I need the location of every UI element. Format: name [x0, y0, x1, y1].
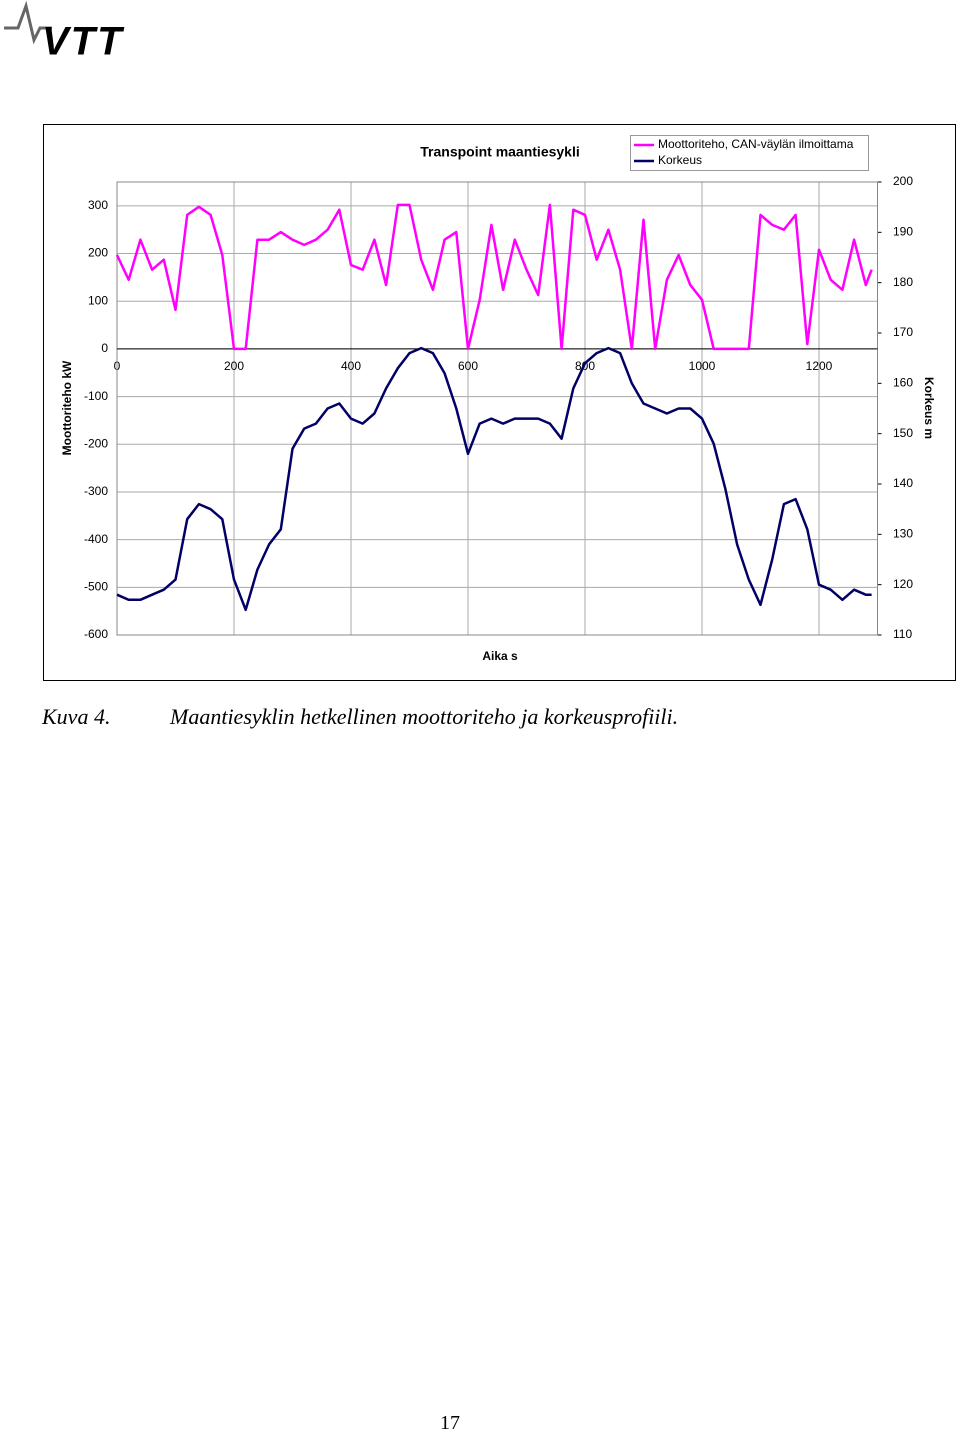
legend-box	[630, 135, 869, 171]
x-tick-label: 1200	[806, 359, 833, 373]
y-tick-label: -400	[84, 532, 108, 546]
x-tick-label: 800	[575, 359, 595, 373]
caption-label: Kuva 4.	[42, 704, 111, 729]
legend-label: Moottoriteho, CAN-väylän ilmoittama	[658, 137, 854, 151]
series-line	[116, 346, 872, 612]
logo-text: VTT	[42, 20, 125, 64]
y2-tick-label: 140	[893, 476, 913, 490]
x-tick-label: 600	[458, 359, 478, 373]
x-axis-label: Aika s	[482, 649, 518, 663]
caption-text: Maantiesyklin hetkellinen moottoriteho j…	[170, 704, 679, 729]
y-axis-label: Moottoriteho kW	[60, 360, 74, 455]
y-tick-label: 100	[88, 293, 108, 307]
y-tick-label: -200	[84, 436, 108, 450]
x-tick-label: 400	[341, 359, 361, 373]
y2-tick-label: 110	[893, 627, 912, 641]
y2-tick-label: 150	[893, 426, 913, 440]
y-tick-label: 0	[101, 341, 108, 355]
logo: VTT	[4, 0, 125, 64]
y-tick-label: 300	[88, 198, 108, 212]
legend-label: Korkeus	[658, 153, 702, 167]
y2-tick-label: 160	[893, 376, 913, 390]
x-tick-label: 200	[224, 359, 244, 373]
y-tick-label: 200	[88, 246, 108, 260]
y2-axis-label: Korkeus m	[922, 377, 936, 439]
logo-wave	[4, 0, 52, 45]
series-line	[115, 203, 873, 351]
y2-tick-label: 190	[893, 225, 913, 239]
y2-tick-label: 200	[893, 174, 913, 188]
y2-tick-label: 180	[893, 275, 913, 289]
chart-title: Transpoint maantiesykli	[420, 144, 580, 160]
chart-area: VTT Transpoint maantiesykli Moottoriteho…	[4, 0, 956, 681]
page-number: 17	[440, 1412, 460, 1434]
y-tick-label: -600	[84, 627, 108, 641]
y-tick-label: -300	[84, 484, 108, 498]
y2-tick-label: 120	[893, 577, 913, 591]
plot-frame	[116, 181, 878, 636]
y-tick-label: -500	[84, 579, 108, 593]
y2-tick-label: 130	[893, 527, 913, 541]
x-tick-label: 1000	[689, 359, 716, 373]
y-tick-label: -100	[84, 389, 108, 403]
y2-tick-label: 170	[893, 325, 913, 339]
chart-frame	[43, 124, 956, 681]
